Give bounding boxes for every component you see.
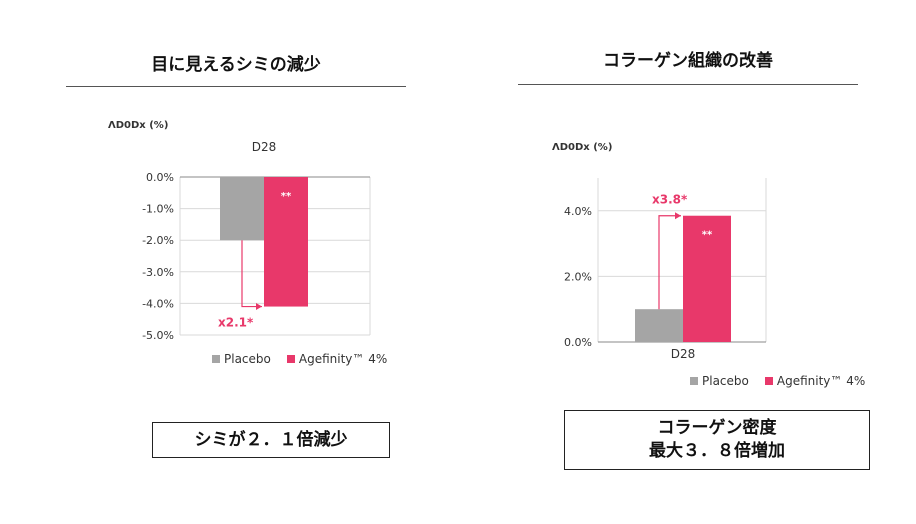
category-label: D28 [252, 140, 277, 154]
legend-label-agefinity: Agefinity™ 4% [776, 374, 866, 388]
legend-swatch-placebo [212, 355, 220, 363]
left-callout-box: シミが２．１倍減少 [152, 422, 390, 458]
left-panel-title: 目に見えるシミの減少 [151, 55, 321, 75]
multiplier-annotation: x3.8* [652, 193, 688, 207]
category-label: D28 [671, 347, 696, 361]
legend-item-agefinity: Agefinity™ 4% [286, 352, 388, 366]
y-tick-label: -4.0% [142, 297, 174, 310]
bar-placebo [220, 177, 264, 241]
comparison-arrow [658, 215, 681, 310]
right-ylabel: ΛD0Dx (%) [552, 142, 613, 153]
multiplier-annotation: x2.1* [218, 316, 254, 330]
legend-swatch-placebo [690, 377, 698, 385]
legend-item-placebo: Placebo [212, 352, 271, 366]
y-tick-label: 0.0% [146, 171, 174, 184]
y-tick-label: -5.0% [142, 329, 174, 342]
right-panel-title: コラーゲン組織の改善 [603, 51, 773, 71]
legend-item-agefinity: Agefinity™ 4% [764, 374, 866, 388]
comparison-arrow [241, 240, 262, 308]
arrow-head [675, 212, 681, 220]
y-tick-label: -3.0% [142, 266, 174, 279]
right-legend: Placebo Agefinity™ 4% [690, 374, 881, 388]
bar-agefinity [683, 215, 731, 342]
left-callout-text: シミが２．１倍減少 [194, 429, 348, 450]
bar-agefinity [264, 177, 308, 307]
legend-label-agefinity: Agefinity™ 4% [298, 352, 388, 366]
bar-placebo [635, 309, 683, 342]
right-title-rule [518, 84, 858, 85]
legend-label-placebo: Placebo [224, 352, 271, 366]
left-legend: Placebo Agefinity™ 4% [212, 352, 403, 366]
y-tick-label: -1.0% [142, 203, 174, 216]
significance-label: ** [702, 230, 713, 241]
y-tick-label: 0.0% [564, 336, 592, 349]
left-title-rule [66, 86, 406, 87]
legend-label-placebo: Placebo [702, 374, 749, 388]
right-callout-line2: 最大３．８倍増加 [649, 441, 785, 461]
left-ylabel: ΛD0Dx (%) [108, 120, 169, 131]
right-callout-box: コラーゲン密度 最大３．８倍増加 [564, 410, 870, 470]
legend-swatch-agefinity [764, 377, 773, 385]
y-tick-label: 2.0% [564, 270, 592, 283]
significance-label: ** [281, 191, 292, 202]
right-bar-chart: 0.0% 2.0% 4.0% ** D28 x3.8* [564, 178, 767, 361]
y-tick-label: -2.0% [142, 234, 174, 247]
arrow-head [256, 303, 262, 311]
legend-swatch-agefinity [286, 355, 295, 363]
legend-item-placebo: Placebo [690, 374, 749, 388]
y-tick-label: 4.0% [564, 205, 592, 218]
right-callout-line1: コラーゲン密度 [657, 418, 777, 439]
left-bar-chart: 0.0% -1.0% -2.0% -3.0% -4.0% -5.0% ** D28 x2.1* [142, 140, 371, 342]
